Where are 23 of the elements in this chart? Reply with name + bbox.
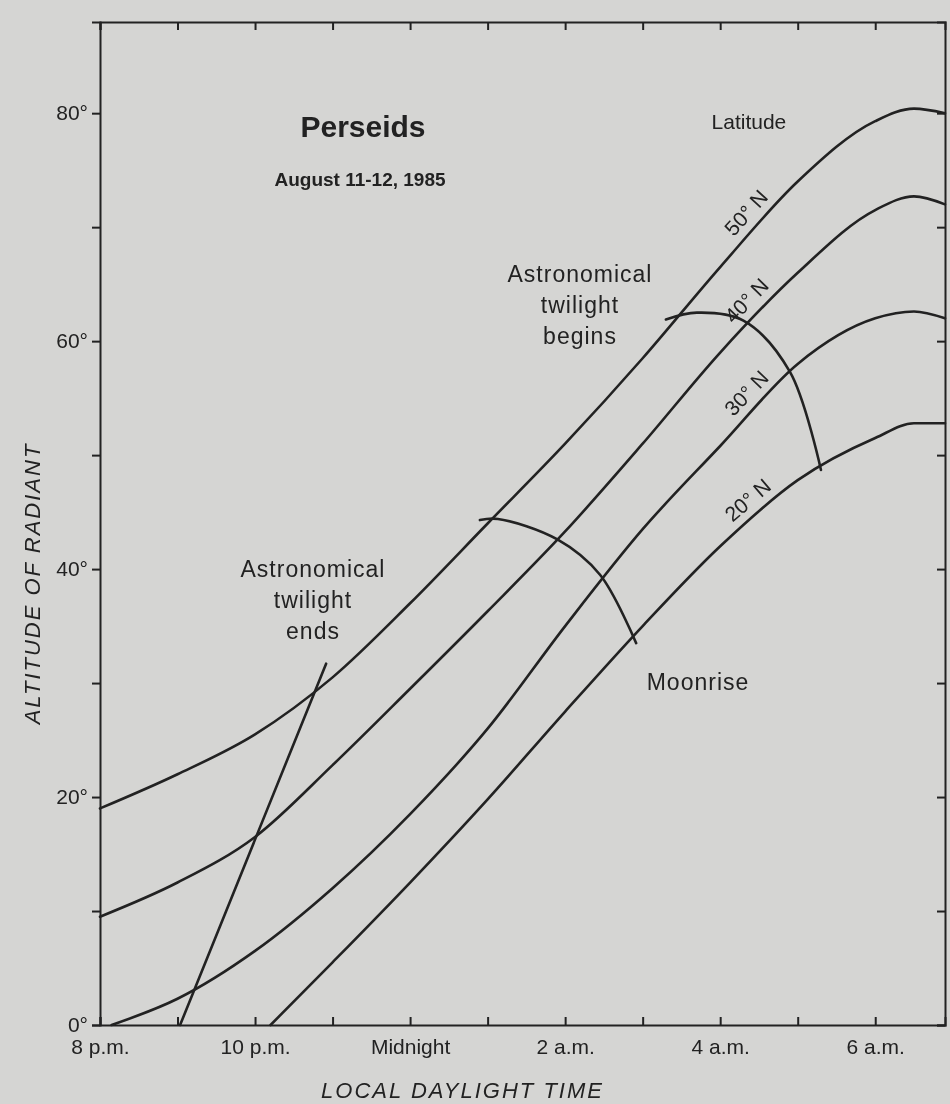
x-tick-label: 4 a.m.: [691, 1034, 750, 1058]
text: August 11-12, 1985: [274, 169, 446, 190]
text: Perseids: [300, 110, 426, 143]
y-tick-label: 40°: [56, 557, 88, 581]
x-tick-label: 10 p.m.: [220, 1034, 291, 1058]
annotation: Moonrise: [646, 669, 750, 695]
y-tick-label: 20°: [56, 785, 88, 809]
x-tick-label: 6 a.m.: [846, 1034, 905, 1058]
x-tick-label: 2 a.m.: [536, 1034, 595, 1058]
text: 20° N: [720, 474, 776, 526]
x-axis-title: LOCAL DAYLIGHT TIME: [321, 1078, 604, 1103]
line-series: [478, 517, 638, 645]
x-tick-label: Midnight: [370, 1034, 451, 1058]
text: 30° N: [719, 365, 773, 421]
y-tick-label: 80°: [56, 101, 88, 125]
annotation: Astronomical twilight ends: [240, 556, 386, 644]
y-axis-title: ALTITUDE OF RADIANT: [20, 442, 45, 727]
y-tick-label: 0°: [67, 1013, 88, 1037]
text: 50° N: [719, 185, 773, 240]
y-tick-label: 60°: [56, 329, 88, 353]
annotation: Astronomical twilight begins: [507, 261, 653, 349]
legend-title: Latitude: [711, 110, 787, 134]
x-tick-label: 8 p.m.: [71, 1034, 130, 1058]
